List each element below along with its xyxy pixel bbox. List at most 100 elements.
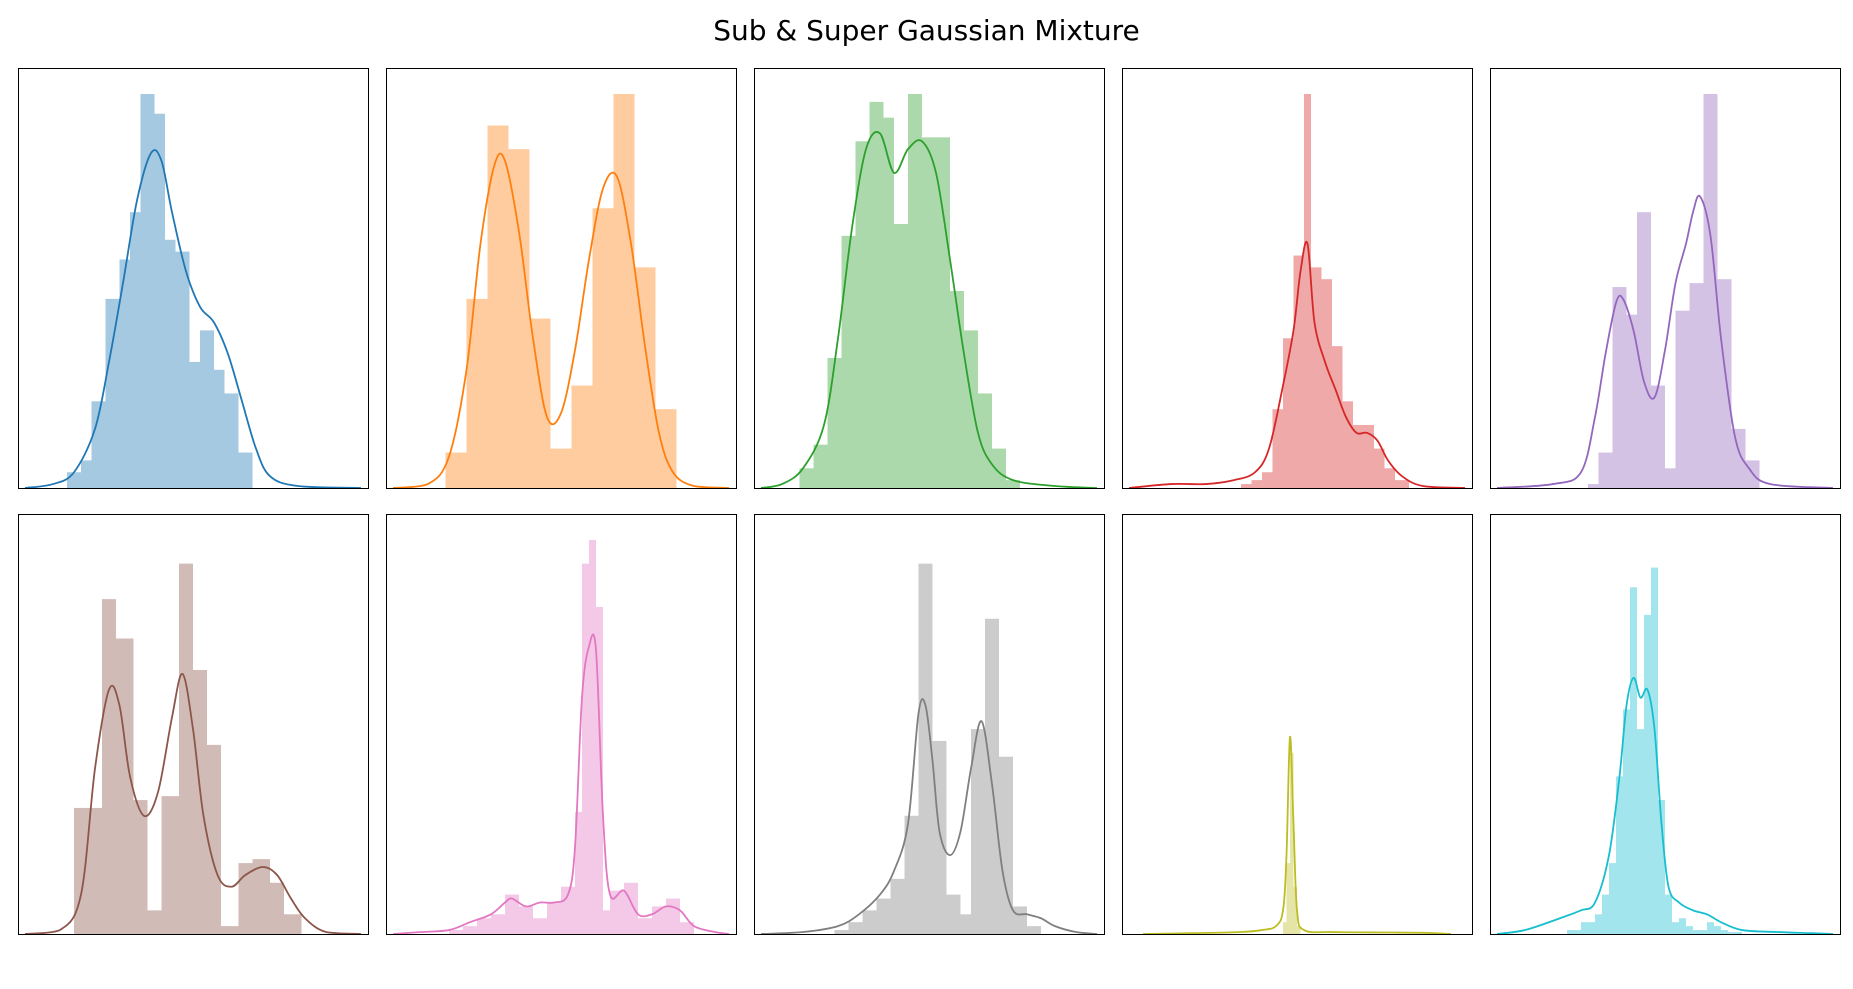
histogram-bar <box>147 910 162 934</box>
subplot-1 <box>18 68 369 489</box>
histogram-bar <box>214 369 225 488</box>
histogram-bar <box>1630 587 1637 934</box>
subplot-5-marks <box>1496 94 1834 488</box>
kde-line <box>760 698 1098 934</box>
histogram-bar <box>1665 468 1676 488</box>
axes-frame <box>754 514 1105 935</box>
histogram-bar <box>827 357 842 488</box>
axes-frame <box>1490 514 1841 935</box>
histogram-bar <box>680 922 694 934</box>
histogram-bar <box>175 251 190 488</box>
histogram-bar <box>841 235 856 488</box>
histogram-bar <box>834 930 849 934</box>
subplot-8 <box>754 514 1105 935</box>
histogram-bar <box>179 563 193 934</box>
histogram-bar <box>1623 709 1630 934</box>
axes-frame <box>18 68 369 489</box>
axes-frame <box>1490 68 1841 489</box>
histogram-bar <box>638 918 652 934</box>
subplot-1-marks <box>24 94 362 488</box>
histogram-bar <box>1013 906 1027 934</box>
histogram-bar <box>1651 385 1665 488</box>
histogram-bar <box>613 94 635 488</box>
histogram-bar <box>165 239 176 488</box>
histogram-bar <box>519 906 533 934</box>
subplot-10-marks <box>1496 567 1834 934</box>
subplot-2 <box>386 68 737 489</box>
histogram-bar <box>119 259 130 488</box>
histogram-bar <box>1731 428 1746 488</box>
histogram-bar <box>1609 863 1616 934</box>
figure-title: Sub & Super Gaussian Mixture <box>713 14 1140 47</box>
kde-line <box>760 131 1098 488</box>
kde-line <box>1142 736 1452 934</box>
subplot-9 <box>1122 514 1473 935</box>
histogram-bar <box>1700 930 1707 934</box>
histogram-bar <box>610 890 624 934</box>
subplot-6 <box>18 514 369 935</box>
subplot-5 <box>1490 68 1841 489</box>
histogram-bar <box>908 94 922 488</box>
histogram-bar <box>508 149 530 488</box>
subplot-7-marks <box>392 540 730 934</box>
histogram-bar <box>964 330 978 488</box>
histogram-bar <box>1721 930 1728 934</box>
histogram-bar <box>1297 926 1301 934</box>
histogram-bar <box>992 448 1006 488</box>
histogram-bar <box>487 125 509 488</box>
histogram-bar <box>1644 614 1651 934</box>
histogram-bar <box>1717 279 1732 488</box>
subplot-3 <box>754 68 1105 489</box>
histogram-bar <box>575 811 582 934</box>
histogram-bar <box>1658 800 1665 934</box>
histogram-bar <box>918 563 933 934</box>
histogram-bar <box>946 894 961 934</box>
histogram-bar <box>547 902 561 934</box>
histogram-bar <box>1374 448 1385 488</box>
histogram-bar <box>1637 729 1644 934</box>
histogram-bar <box>1006 480 1020 488</box>
histogram-bar <box>1679 918 1686 934</box>
histogram-bar <box>1342 401 1353 488</box>
subplot-6-marks <box>24 563 362 934</box>
histogram-bar <box>1665 894 1672 934</box>
subplot-9-marks <box>1142 736 1452 934</box>
histogram-bar <box>1027 926 1041 934</box>
histogram-bar <box>1616 776 1623 934</box>
histogram-bar <box>116 638 134 934</box>
histogram-bar <box>1581 922 1595 934</box>
histogram-bar <box>200 330 214 488</box>
kde-line <box>1496 676 1834 934</box>
histogram-bar <box>932 740 947 934</box>
axes-frame <box>18 514 369 935</box>
histogram-bar <box>1588 484 1599 488</box>
histogram-bar <box>529 318 551 488</box>
histogram-bar <box>960 914 971 934</box>
histogram-bar <box>1693 930 1700 934</box>
histogram-bar <box>140 94 155 488</box>
histogram-bar <box>855 141 870 488</box>
axes-frame <box>754 68 1105 489</box>
histogram-bar <box>238 863 253 934</box>
histogram-bar <box>161 796 179 934</box>
histogram-bar <box>130 212 141 488</box>
histogram-bar <box>81 460 92 488</box>
histogram-bar <box>74 807 102 934</box>
histogram-bar <box>533 918 547 934</box>
histogram-bar <box>1728 932 1742 934</box>
histogram-bar <box>133 800 148 934</box>
histogram-bar <box>67 472 81 488</box>
histogram-bar <box>466 298 488 488</box>
histogram-bar <box>550 448 572 488</box>
subplot-4 <box>1122 68 1473 489</box>
histogram-bar <box>1262 472 1273 488</box>
histogram-bar <box>105 298 120 488</box>
histogram-bar <box>1251 480 1262 488</box>
histogram-bar <box>207 744 221 934</box>
histogram-bar <box>1395 480 1409 488</box>
histogram-bar <box>505 894 519 934</box>
histogram-bar <box>950 291 964 488</box>
axes-frame <box>1122 68 1473 489</box>
